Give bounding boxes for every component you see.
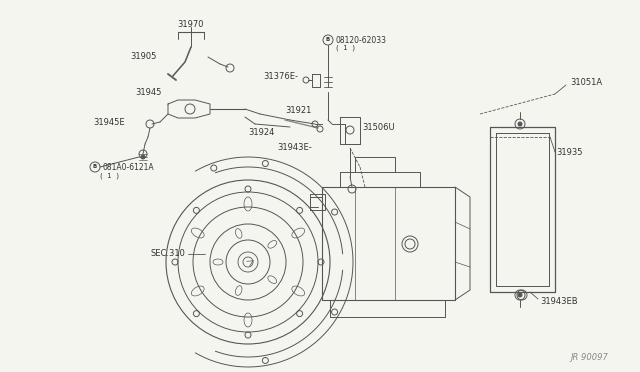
Text: 31943EB: 31943EB [540, 298, 578, 307]
Text: 31921: 31921 [285, 106, 312, 115]
Text: 081A0-6121A: 081A0-6121A [102, 163, 154, 171]
Text: B: B [93, 164, 97, 169]
Text: 31506U: 31506U [362, 122, 395, 131]
Text: 31924: 31924 [248, 128, 275, 137]
Text: JR 90097: JR 90097 [570, 353, 608, 362]
Text: 08120-62033: 08120-62033 [336, 35, 387, 45]
Text: 31945: 31945 [136, 87, 162, 96]
Text: 31943E-: 31943E- [277, 142, 312, 151]
Text: 31935: 31935 [556, 148, 582, 157]
Text: SEC.310: SEC.310 [150, 250, 185, 259]
Circle shape [518, 122, 522, 126]
Text: (  1  ): ( 1 ) [100, 173, 119, 179]
Circle shape [141, 155, 145, 159]
Text: B: B [326, 37, 330, 42]
Text: (  1  ): ( 1 ) [336, 45, 355, 51]
Text: 31051A: 31051A [570, 77, 602, 87]
Text: 31945E: 31945E [93, 118, 125, 126]
Text: 31905: 31905 [131, 51, 157, 61]
Text: 31376E-: 31376E- [263, 71, 298, 80]
Circle shape [518, 293, 522, 297]
Text: 31970: 31970 [178, 19, 204, 29]
